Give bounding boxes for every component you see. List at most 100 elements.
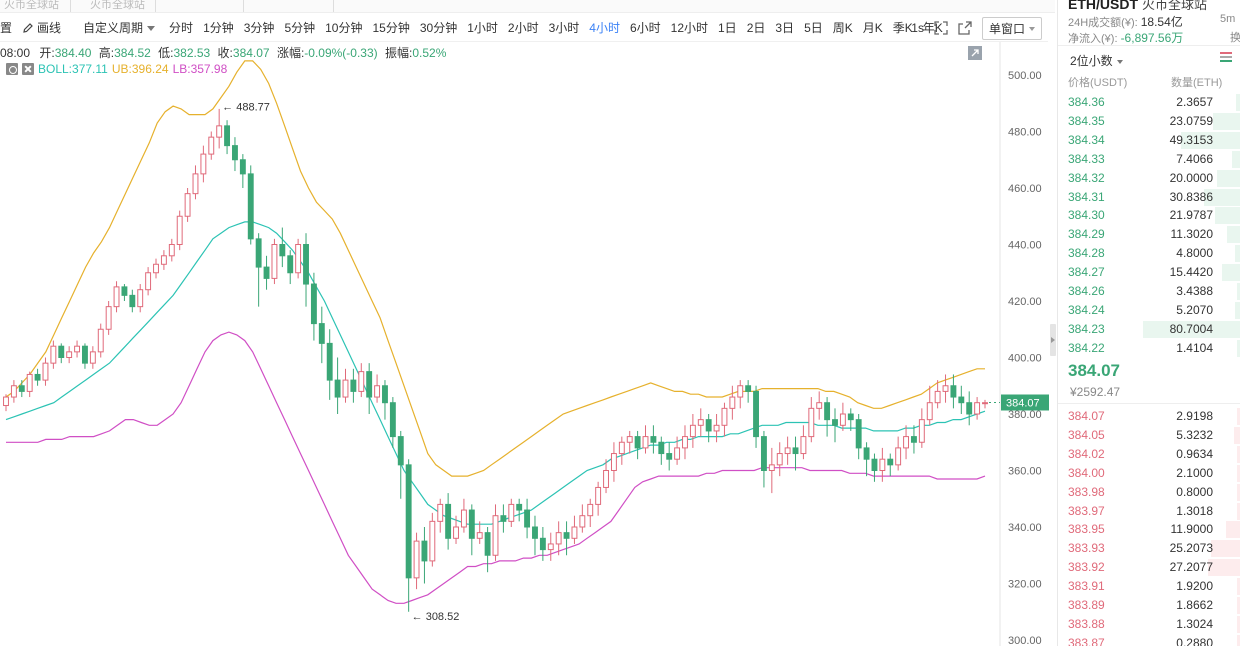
bid-row[interactable]: 383.89 1.8662 — [1058, 596, 1240, 615]
bid-row[interactable]: 383.87 0.2880 — [1058, 634, 1240, 646]
fullscreen-icon[interactable] — [934, 21, 948, 35]
candle-body — [66, 351, 73, 359]
amplitude-value: 0.52% — [412, 46, 447, 60]
period-4[interactable]: 10分钟 — [325, 21, 363, 35]
ask-row[interactable]: 384.33 7.4066 — [1058, 150, 1240, 169]
candle-body — [42, 362, 49, 381]
ask-quantity: 4.8000 — [1176, 246, 1213, 261]
ask-row[interactable]: 384.26 3.4388 — [1058, 282, 1240, 301]
ohlc-info: 08:00 开:384.40 高:384.52 低:382.53 收:384.0… — [0, 44, 446, 61]
popout-icon[interactable] — [958, 21, 972, 35]
custom-period-dropdown[interactable]: 自定义周期 — [78, 19, 160, 36]
bid-row[interactable]: 383.91 1.9200 — [1058, 577, 1240, 596]
ask-row[interactable]: 384.28 4.8000 — [1058, 244, 1240, 263]
bid-row[interactable]: 384.00 2.1000 — [1058, 464, 1240, 483]
ask-row[interactable]: 384.24 5.2070 — [1058, 301, 1240, 320]
candle-body — [745, 385, 752, 392]
period-7[interactable]: 1小时 — [467, 21, 498, 35]
expand-icon[interactable] — [968, 46, 982, 60]
bid-row[interactable]: 384.02 0.9634 — [1058, 445, 1240, 464]
bid-row[interactable]: 384.07 2.9198 — [1058, 407, 1240, 426]
precision-dropdown[interactable]: 2位小数 — [1070, 52, 1123, 69]
depth-bar — [1237, 634, 1240, 646]
period-11[interactable]: 6小时 — [629, 21, 661, 35]
candlestick-chart[interactable]: 500.00 480.00 460.00 440.00 420.00 400.00 380.… — [0, 0, 1050, 646]
bid-row[interactable]: 383.93 25.2073 — [1058, 539, 1240, 558]
candle-body — [184, 193, 191, 217]
ask-row[interactable]: 384.22 1.4104 — [1058, 339, 1240, 358]
tab-1[interactable]: 火币全球站 — [4, 0, 59, 11]
panel-splitter-handle[interactable] — [1050, 324, 1056, 356]
candle-body — [524, 509, 531, 528]
candle-body — [760, 436, 767, 472]
divider — [1058, 45, 1240, 46]
period-5[interactable]: 15分钟 — [372, 21, 410, 35]
candle-body — [847, 413, 854, 421]
indicator-settings-icon[interactable] — [6, 63, 18, 75]
period-13[interactable]: 1日 — [718, 21, 737, 35]
bid-row[interactable]: 383.98 0.8000 — [1058, 483, 1240, 502]
ask-row[interactable]: 384.31 30.8386 — [1058, 188, 1240, 207]
ask-price: 384.36 — [1068, 95, 1105, 109]
bid-quantity: 1.3024 — [1176, 616, 1213, 631]
last-price-tag — [1001, 394, 1049, 411]
period-0[interactable]: 分时 — [169, 21, 194, 35]
depth-bar — [1237, 615, 1240, 633]
period-15[interactable]: 3日 — [775, 21, 795, 35]
window-mode-dropdown[interactable]: 单窗口 — [981, 16, 1042, 40]
bid-row[interactable]: 383.88 1.3024 — [1058, 615, 1240, 634]
depth-bar — [1237, 502, 1240, 520]
candle-body — [176, 215, 183, 245]
ask-price: 384.22 — [1068, 340, 1105, 355]
ask-row[interactable]: 384.23 80.7004 — [1058, 320, 1240, 339]
period-3[interactable]: 5分钟 — [284, 21, 316, 35]
indicator-close-icon[interactable] — [22, 63, 34, 75]
period-19[interactable]: 季K — [892, 21, 913, 35]
candle-body — [34, 373, 41, 381]
ask-quantity: 23.0759 — [1169, 113, 1213, 128]
candle-body — [950, 385, 957, 398]
period-9[interactable]: 3小时 — [548, 21, 580, 35]
ask-row[interactable]: 384.36 2.3657 — [1058, 93, 1240, 112]
ask-row[interactable]: 384.27 15.4420 — [1058, 263, 1240, 282]
tab-separator — [70, 0, 71, 12]
period-20[interactable]: 年K — [922, 21, 943, 35]
settings-button[interactable]: 置 — [0, 21, 13, 35]
candle-body — [982, 402, 988, 405]
ask-row[interactable]: 384.29 11.3020 — [1058, 225, 1240, 244]
draw-line-button[interactable]: 画线 — [17, 19, 66, 36]
candle-body — [484, 532, 491, 556]
depth-bar — [1237, 445, 1240, 463]
depth-bar — [1212, 112, 1240, 130]
refresh-interval[interactable]: 1s — [911, 21, 924, 35]
candle-body — [468, 509, 475, 539]
netflow-stat-right: 换 — [1230, 32, 1240, 44]
period-2[interactable]: 3分钟 — [243, 21, 275, 35]
bid-row[interactable]: 383.92 27.2077 — [1058, 558, 1240, 577]
tab-2[interactable]: 火币全球站 — [90, 0, 145, 11]
period-14[interactable]: 2日 — [746, 21, 766, 35]
candle-body — [105, 306, 112, 330]
period-12[interactable]: 12小时 — [670, 21, 708, 35]
candle-body — [642, 436, 649, 449]
period-17[interactable]: 周K — [832, 21, 853, 35]
period-16[interactable]: 5日 — [804, 21, 823, 35]
candle-body — [445, 503, 452, 539]
bid-row[interactable]: 383.97 1.3018 — [1058, 502, 1240, 521]
ask-row[interactable]: 384.32 20.0000 — [1058, 169, 1240, 188]
period-18[interactable]: 月K — [862, 21, 883, 35]
ask-row[interactable]: 384.35 23.0759 — [1058, 112, 1240, 131]
period-8[interactable]: 2小时 — [507, 21, 539, 35]
bid-row[interactable]: 384.05 5.3232 — [1058, 426, 1240, 445]
bid-row[interactable]: 383.95 11.9000 — [1058, 520, 1240, 539]
quantity-column-header: 数量(ETH) — [1171, 77, 1223, 89]
candle-body — [532, 526, 538, 539]
bid-quantity: 1.9200 — [1176, 579, 1213, 594]
layout-both-icon[interactable] — [1220, 52, 1232, 64]
ask-row[interactable]: 384.34 49.3153 — [1058, 131, 1240, 150]
period-1[interactable]: 1分钟 — [203, 21, 234, 35]
period-10[interactable]: 4小时 — [589, 21, 620, 35]
ask-row[interactable]: 384.30 21.9787 — [1058, 206, 1240, 225]
period-6[interactable]: 30分钟 — [419, 21, 458, 35]
candle-body — [366, 371, 373, 398]
